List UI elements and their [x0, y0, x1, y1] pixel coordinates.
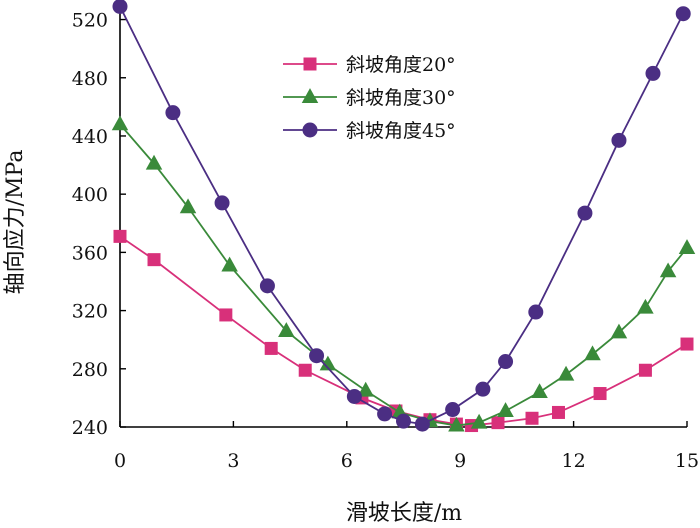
series-1	[113, 229, 694, 433]
legend-label: 斜坡角度30°	[346, 87, 456, 109]
data-point	[557, 365, 575, 381]
data-point	[678, 239, 696, 254]
y-tick-label: 280	[72, 359, 108, 381]
series-line	[119, 123, 688, 427]
data-point	[659, 262, 677, 278]
data-point	[113, 229, 127, 243]
data-point	[577, 205, 593, 221]
legend-item: 斜坡角度20°	[283, 54, 456, 76]
data-point	[414, 416, 430, 432]
y-tick-label: 360	[72, 242, 108, 264]
data-point	[445, 402, 461, 418]
data-point	[112, 0, 128, 14]
series-3	[112, 0, 691, 432]
data-point	[309, 348, 325, 364]
data-point	[221, 256, 238, 272]
data-point	[475, 381, 491, 397]
x-tick-label: 3	[227, 450, 239, 472]
y-tick-label: 320	[72, 301, 108, 323]
y-axis-title: 轴向应力/MPa	[3, 150, 28, 295]
series-2	[111, 115, 696, 432]
data-point	[448, 416, 465, 432]
legend-label: 斜坡角度20°	[346, 54, 456, 76]
data-point	[593, 387, 607, 401]
data-point	[298, 363, 312, 377]
data-point	[179, 198, 197, 214]
x-tick-label: 15	[675, 450, 699, 472]
data-point	[528, 304, 544, 320]
data-point	[645, 65, 661, 81]
axes: 240 280 320 360 400 440 480 520 0 3 6 9 12 15	[72, 5, 699, 472]
y-tick-label: 480	[72, 68, 108, 90]
data-point	[264, 341, 278, 355]
data-point	[584, 345, 601, 361]
data-point	[259, 278, 275, 294]
series-line	[119, 235, 688, 427]
legend-label: 斜坡角度45°	[346, 120, 456, 142]
data-point	[531, 383, 548, 399]
data-point	[498, 354, 514, 370]
data-point	[610, 323, 628, 339]
data-point	[551, 405, 565, 419]
data-point	[357, 381, 374, 397]
x-tick-label: 12	[562, 450, 586, 472]
data-point	[165, 105, 181, 121]
y-tick-label: 400	[72, 184, 108, 206]
legend: 斜坡角度20° 斜坡角度30° 斜坡角度45°	[283, 54, 456, 142]
data-point	[145, 154, 163, 170]
data-point	[147, 253, 161, 267]
x-tick-label: 0	[114, 450, 126, 472]
data-point	[491, 416, 505, 430]
data-point	[346, 388, 362, 404]
legend-marker	[301, 88, 319, 103]
data-point	[396, 413, 411, 429]
data-point	[497, 402, 514, 417]
data-point	[680, 337, 694, 351]
y-tick-label: 440	[72, 126, 108, 148]
data-point	[214, 195, 230, 211]
legend-marker	[303, 57, 317, 71]
y-tick-label: 520	[72, 10, 108, 32]
data-point	[111, 115, 129, 131]
data-point	[611, 132, 627, 148]
data-point	[377, 406, 393, 422]
series-group	[111, 0, 696, 433]
data-point	[638, 363, 652, 377]
data-point	[278, 322, 295, 337]
legend-marker	[302, 122, 318, 138]
x-axis-title: 滑坡长度/m	[346, 501, 462, 526]
legend-item: 斜坡角度30°	[283, 87, 456, 109]
data-point	[637, 298, 654, 314]
x-tick-label: 6	[341, 450, 353, 472]
x-tick-label: 9	[454, 450, 466, 472]
data-point	[319, 355, 337, 371]
data-point	[675, 6, 691, 22]
y-tick-label: 240	[72, 417, 108, 439]
data-point	[525, 411, 539, 425]
data-point	[470, 413, 488, 429]
data-point	[219, 308, 233, 322]
legend-item: 斜坡角度45°	[283, 120, 456, 142]
